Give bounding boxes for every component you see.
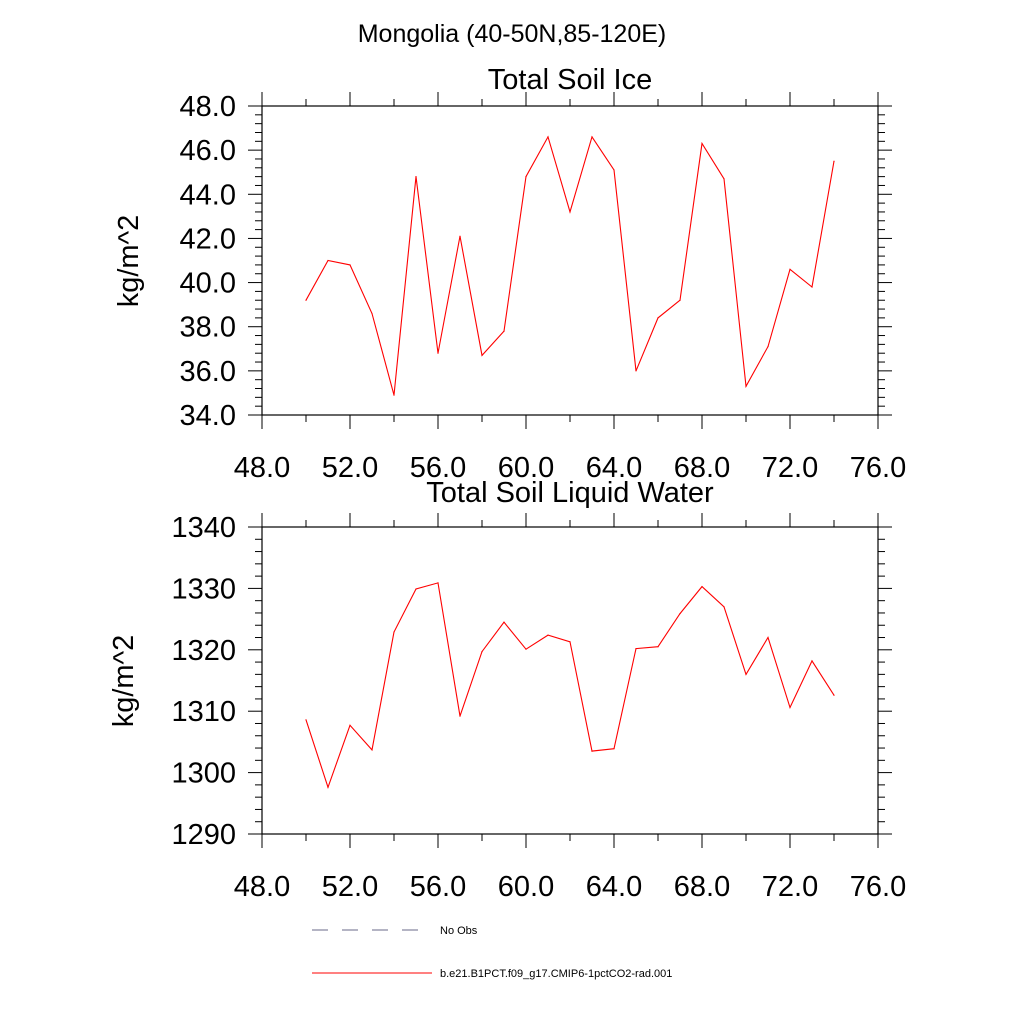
x-tick-label: 72.0 <box>762 452 818 484</box>
data-point <box>833 160 835 162</box>
data-point <box>393 394 395 396</box>
data-point <box>767 636 769 639</box>
panel-1: Total Soil Ice kg/m^2 48.0 52.0 56.0 60.0 64.0… <box>113 64 906 484</box>
x-tick-label: 68.0 <box>674 871 730 903</box>
data-point <box>811 660 813 662</box>
data-point <box>569 211 571 213</box>
x-tick-label: 68.0 <box>674 452 730 484</box>
data-point <box>547 634 549 636</box>
x-tick-label: 56.0 <box>410 452 466 484</box>
x-tick-label: 64.0 <box>586 871 642 903</box>
data-point <box>503 330 505 332</box>
x-tick-label: 60.0 <box>498 871 554 903</box>
data-point <box>613 748 615 750</box>
data-point <box>327 259 329 262</box>
data-point <box>393 631 395 633</box>
y-tick-label: 42.0 <box>180 223 236 255</box>
data-point <box>701 585 703 588</box>
data-point <box>657 317 659 319</box>
data-point <box>327 786 329 788</box>
legend: No Obs b.e21.B1PCT.f09_g17.CMIP6-1pctCO2-… <box>312 925 672 980</box>
data-point <box>481 354 483 357</box>
data-point <box>613 169 615 171</box>
x-tick-label: 60.0 <box>498 452 554 484</box>
data-point <box>679 612 681 615</box>
data-point <box>701 142 703 145</box>
panel-title: Total Soil Liquid Water <box>426 477 714 509</box>
y-tick-label: 40.0 <box>180 268 236 300</box>
data-point <box>635 370 637 372</box>
data-point <box>745 385 747 387</box>
data-point <box>349 264 351 266</box>
data-point <box>591 136 593 138</box>
data-point <box>789 268 791 270</box>
data-point <box>437 582 439 584</box>
series-line <box>305 135 835 396</box>
figure-suptitle: Mongolia (40-50N,85-120E) <box>358 20 667 48</box>
data-point <box>525 648 527 650</box>
y-tick-label: 1310 <box>171 696 236 728</box>
y-tick-label: 34.0 <box>180 400 236 432</box>
x-tick-label: 48.0 <box>234 871 290 903</box>
data-point <box>415 588 417 590</box>
plot-frame <box>261 105 879 416</box>
x-tick-label: 76.0 <box>850 871 906 903</box>
data-point <box>459 235 461 237</box>
y-axis-label: kg/m^2 <box>113 215 145 308</box>
data-point <box>481 651 483 653</box>
data-point <box>679 299 681 301</box>
legend-item: No Obs <box>312 925 478 937</box>
data-point <box>371 749 373 751</box>
legend-item: b.e21.B1PCT.f09_g17.CMIP6-1pctCO2-rad.00… <box>312 968 672 980</box>
data-point <box>305 719 307 721</box>
y-tick-label: 1320 <box>171 635 236 667</box>
x-tick-label: 64.0 <box>586 452 642 484</box>
data-point <box>503 621 505 623</box>
data-point <box>833 694 835 696</box>
data-point <box>349 724 351 726</box>
x-tick-label: 72.0 <box>762 871 818 903</box>
x-tick-label: 48.0 <box>234 452 290 484</box>
y-tick-label: 48.0 <box>180 91 236 123</box>
x-tick-label: 76.0 <box>850 452 906 484</box>
y-tick-label: 36.0 <box>180 356 236 388</box>
legend-label: No Obs <box>440 925 478 937</box>
panel-title: Total Soil Ice <box>488 64 652 96</box>
data-point <box>371 312 373 315</box>
panel-2: Total Soil Liquid Water kg/m^2 48.0 52.0 56.… <box>108 477 906 903</box>
data-point <box>811 286 813 288</box>
data-point <box>305 299 307 301</box>
data-point <box>591 750 593 752</box>
data-point <box>437 352 439 354</box>
y-axis-label: kg/m^2 <box>108 635 140 728</box>
data-point <box>789 706 791 709</box>
data-point <box>459 715 461 717</box>
y-tick-label: 1330 <box>171 573 236 605</box>
y-tick-label: 1290 <box>171 819 236 851</box>
data-point <box>723 606 725 608</box>
data-point <box>767 345 769 348</box>
data-point <box>657 646 659 648</box>
legend-label: b.e21.B1PCT.f09_g17.CMIP6-1pctCO2-rad.00… <box>440 968 672 980</box>
x-tick-label: 52.0 <box>322 871 378 903</box>
data-point <box>547 136 549 138</box>
y-tick-label: 46.0 <box>180 135 236 167</box>
plots: Total Soil Ice kg/m^2 48.0 52.0 56.0 60.0 64.0… <box>108 64 906 903</box>
data-point <box>635 647 637 650</box>
data-point <box>723 178 725 180</box>
data-point <box>415 176 417 178</box>
x-tick-label: 52.0 <box>322 452 378 484</box>
y-tick-label: 1300 <box>171 758 236 790</box>
data-point <box>745 673 747 675</box>
y-tick-label: 1340 <box>171 512 236 544</box>
data-point <box>569 641 571 643</box>
y-tick-label: 38.0 <box>180 312 236 344</box>
y-tick-label: 44.0 <box>180 179 236 211</box>
x-tick-label: 56.0 <box>410 871 466 903</box>
data-point <box>525 176 527 178</box>
series-line <box>305 582 835 790</box>
plot-frame <box>261 526 879 835</box>
